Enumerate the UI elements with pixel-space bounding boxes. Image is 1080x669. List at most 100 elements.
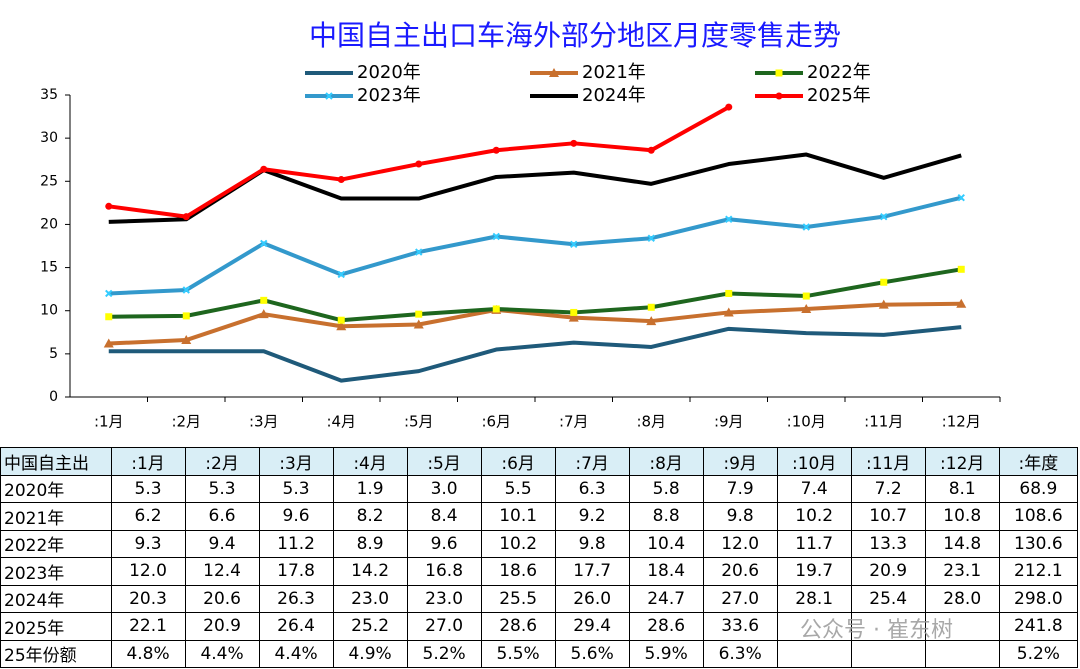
point xyxy=(959,325,963,329)
point xyxy=(725,215,733,223)
point xyxy=(649,345,653,349)
point xyxy=(107,220,111,224)
table-cell: 5.8 xyxy=(628,474,704,503)
table-cell: 9.2 xyxy=(554,502,630,531)
series-line xyxy=(108,267,962,323)
table-cell: 14.8 xyxy=(924,529,1000,558)
table-cell: 25.2 xyxy=(332,612,408,641)
table-cell: 5.5% xyxy=(480,639,556,668)
table-cell: :12月 xyxy=(924,447,1000,476)
point xyxy=(105,313,113,321)
table-cell: 9.4 xyxy=(184,529,260,558)
table-cell: 5.3 xyxy=(110,474,186,503)
table-cell: 23.1 xyxy=(924,557,1000,586)
point xyxy=(339,379,343,383)
table-cell: 28.0 xyxy=(924,584,1000,613)
point xyxy=(725,289,733,297)
x-tick-label: :3月 xyxy=(249,413,279,431)
table-cell: 4.8% xyxy=(110,639,186,668)
table-row: 2021年 6.2 6.6 9.6 8.2 8.4 10.1 9.2 8.8 9.8 10.2 10.… xyxy=(0,502,1079,531)
x-tick-label: :12月 xyxy=(942,413,981,431)
table-cell: 23.0 xyxy=(332,584,408,613)
table-cell: 9.6 xyxy=(258,502,334,531)
point xyxy=(647,303,655,311)
table-row: 2020年 5.3 5.3 5.3 1.9 3.0 5.5 6.3 5.8 7.9 7.4 7.2 8.… xyxy=(0,474,1079,503)
table-row: 2022年 9.3 9.4 11.2 8.9 9.6 10.2 9.8 10.4 12.0 11.7… xyxy=(0,529,1079,558)
y-tick-label: 20 xyxy=(40,216,58,232)
y-tick-label: 30 xyxy=(40,130,58,146)
table-cell: 8.2 xyxy=(332,502,408,531)
point xyxy=(494,348,498,352)
table-cell: 25.5 xyxy=(480,584,556,613)
point xyxy=(413,319,424,329)
legend-label: 2020年 xyxy=(357,62,421,83)
point xyxy=(415,310,423,318)
table-cell: 6.3% xyxy=(702,639,778,668)
table-cell: 24.7 xyxy=(628,584,704,613)
point xyxy=(494,175,498,179)
table-cell: 4.9% xyxy=(332,639,408,668)
x-tick-label: :11月 xyxy=(864,413,903,431)
table-cell: 6.6 xyxy=(184,502,260,531)
table-cell: 10.8 xyxy=(924,502,1000,531)
table-cell: 10.1 xyxy=(480,502,556,531)
table-cell: 16.8 xyxy=(406,557,482,586)
table-cell xyxy=(776,639,852,668)
point xyxy=(572,341,576,345)
point xyxy=(568,312,579,322)
x-tick-label: :6月 xyxy=(481,413,511,431)
table-row: 25年份额 4.8% 4.4% 4.4% 4.9% 5.2% 5.5% 5.6% 5.9% 6.3… xyxy=(0,639,1079,668)
table-cell: 17.8 xyxy=(258,557,334,586)
table-cell: 33.6 xyxy=(702,612,778,641)
table-cell: 4.4% xyxy=(258,639,334,668)
point xyxy=(957,265,965,273)
table-cell: :9月 xyxy=(702,447,778,476)
table-cell: :2月 xyxy=(184,447,260,476)
point xyxy=(492,232,500,241)
series-line xyxy=(108,325,962,383)
table-cell: 2024年 xyxy=(0,584,112,613)
legend-label: 2021年 xyxy=(582,62,646,83)
point xyxy=(570,240,578,248)
legend-label: 2025年 xyxy=(807,85,871,106)
table-cell: 9.8 xyxy=(702,502,778,531)
table-cell: 23.0 xyxy=(406,584,482,613)
table-cell: 28.6 xyxy=(628,612,704,641)
series-line xyxy=(108,152,962,224)
point xyxy=(882,333,886,337)
point xyxy=(882,176,886,180)
table-cell xyxy=(850,639,926,668)
x-tick-label: :9月 xyxy=(714,413,744,431)
point xyxy=(725,103,733,111)
x-tick-label: :10月 xyxy=(787,413,826,431)
table-cell: 5.9% xyxy=(628,639,704,668)
table-cell: 2021年 xyxy=(0,502,112,531)
point xyxy=(572,171,576,175)
point xyxy=(880,278,888,286)
point xyxy=(415,160,423,168)
table-cell: 25年份额 xyxy=(0,639,112,668)
table-cell: 8.8 xyxy=(628,502,704,531)
table-cell: 5.3 xyxy=(258,474,334,503)
table-cell: 1.9 xyxy=(332,474,408,503)
table-cell: 28.1 xyxy=(776,584,852,613)
point xyxy=(107,349,111,353)
point xyxy=(184,349,188,353)
point xyxy=(647,146,655,154)
table-cell: 3.0 xyxy=(406,474,482,503)
table-row: 2025年 22.1 20.9 26.4 25.2 27.0 28.6 29.4 28.6 33.… xyxy=(0,612,1079,641)
x-tick-label: :7月 xyxy=(559,413,589,431)
x-tick-label: :4月 xyxy=(326,413,356,431)
table-cell: 14.2 xyxy=(332,557,408,586)
table-cell: 11.2 xyxy=(258,529,334,558)
point xyxy=(549,68,559,77)
table-cell: 20.9 xyxy=(184,612,260,641)
legend-label: 2024年 xyxy=(582,85,646,106)
table-cell: 298.0 xyxy=(998,584,1079,613)
table-cell: 10.2 xyxy=(480,529,556,558)
point xyxy=(337,176,345,184)
table-cell: :8月 xyxy=(628,447,704,476)
point xyxy=(959,153,963,157)
point xyxy=(103,338,114,348)
table-cell: 8.4 xyxy=(406,502,482,531)
